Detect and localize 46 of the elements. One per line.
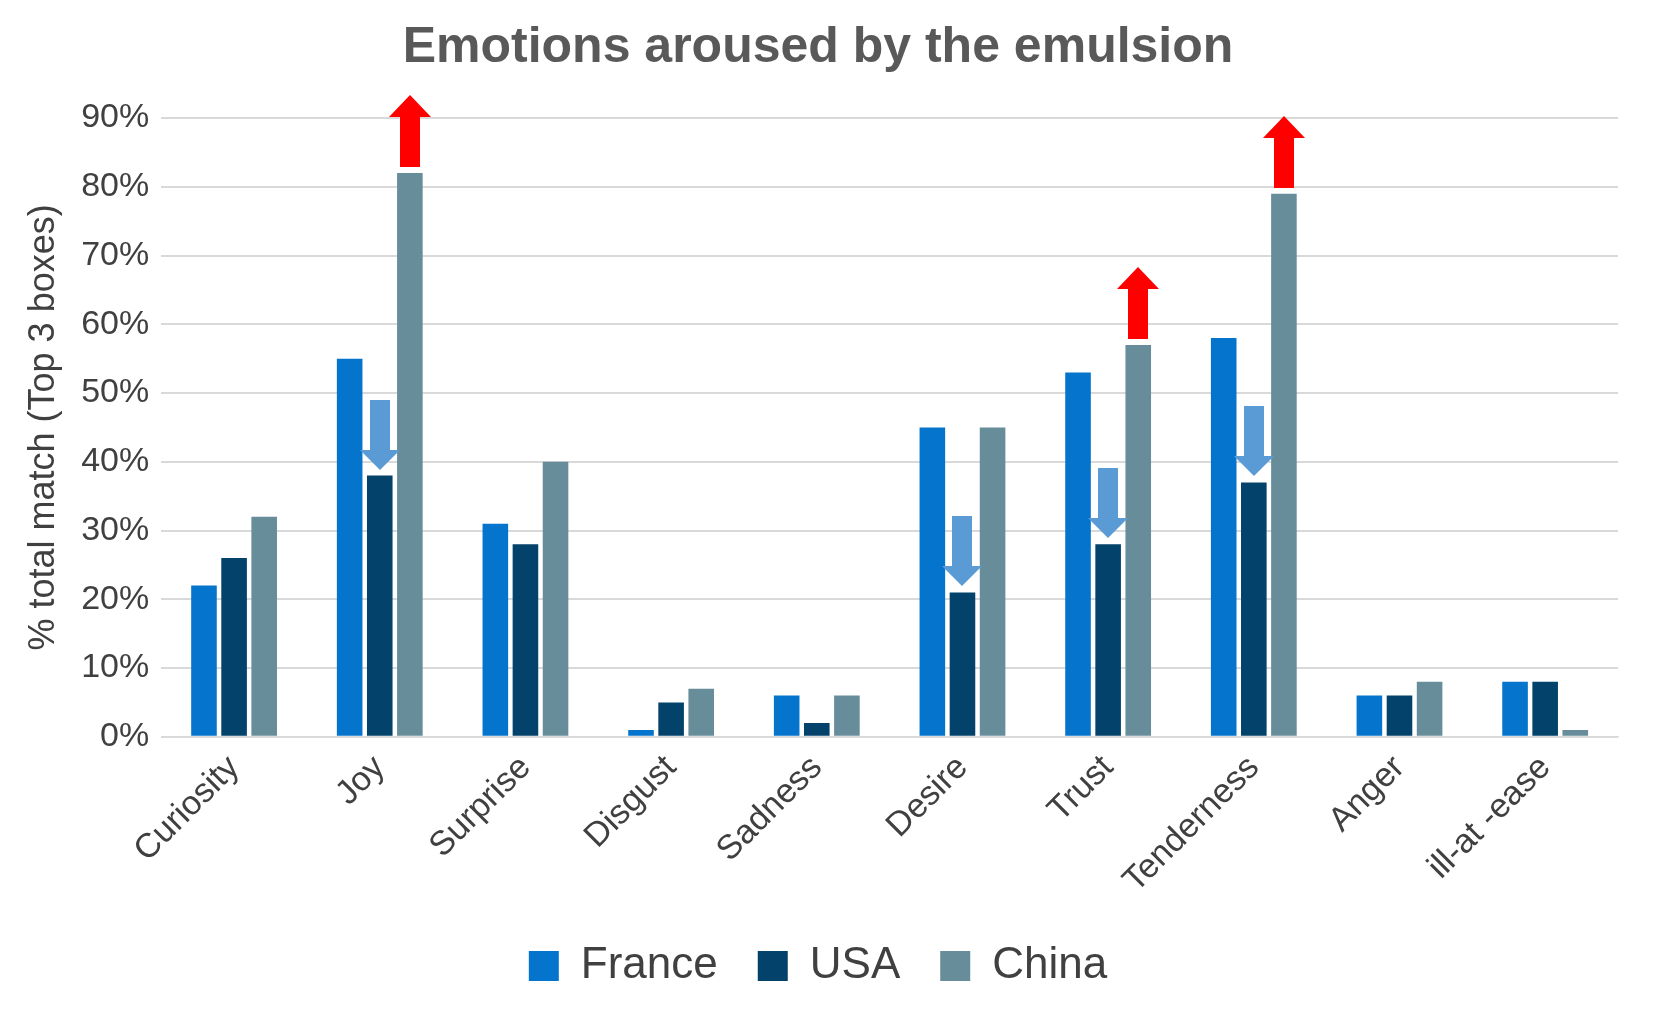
bar [1562, 729, 1589, 736]
bar [773, 695, 800, 736]
bar [542, 461, 569, 736]
bar [336, 358, 363, 736]
bar [1125, 344, 1152, 736]
bar [979, 427, 1006, 736]
bar [628, 729, 654, 736]
bar [919, 427, 946, 736]
chart-title: Emotions aroused by the emulsion [402, 16, 1234, 73]
legend-label: USA [809, 938, 901, 988]
bar [803, 723, 830, 736]
bar [221, 558, 247, 736]
bar [1210, 338, 1237, 736]
y-tick-label: 40% [81, 440, 150, 479]
bar [1416, 681, 1443, 736]
bar [1271, 193, 1297, 736]
y-tick-label: 60% [81, 302, 150, 341]
bar [1502, 681, 1528, 736]
bar [512, 544, 539, 736]
bar [1356, 695, 1383, 736]
bar [658, 702, 684, 736]
bar [1532, 681, 1558, 736]
bar [251, 516, 277, 736]
legend-label: France [580, 938, 718, 988]
bar [1386, 695, 1413, 736]
y-tick-label: 30% [81, 508, 150, 547]
y-tick-label: 10% [81, 646, 150, 685]
bar [366, 475, 393, 736]
bar [397, 173, 423, 736]
y-tick-label: 90% [81, 96, 150, 135]
y-axis-title: % total match (Top 3 boxes) [20, 204, 62, 651]
bar [482, 523, 509, 736]
bar [191, 585, 217, 736]
y-tick-label: 0% [100, 715, 150, 754]
y-tick-label: 20% [81, 577, 150, 616]
legend-label: China [992, 938, 1108, 988]
y-tick-label: 50% [81, 371, 150, 410]
bar [1241, 482, 1267, 736]
bar [949, 592, 976, 736]
x-tick-label: Joy [327, 746, 392, 812]
y-tick-label: 70% [81, 233, 150, 272]
bar [1065, 372, 1091, 736]
bar [1095, 544, 1121, 736]
bar [834, 695, 860, 736]
y-tick-label: 80% [81, 165, 150, 204]
bar [688, 688, 715, 736]
